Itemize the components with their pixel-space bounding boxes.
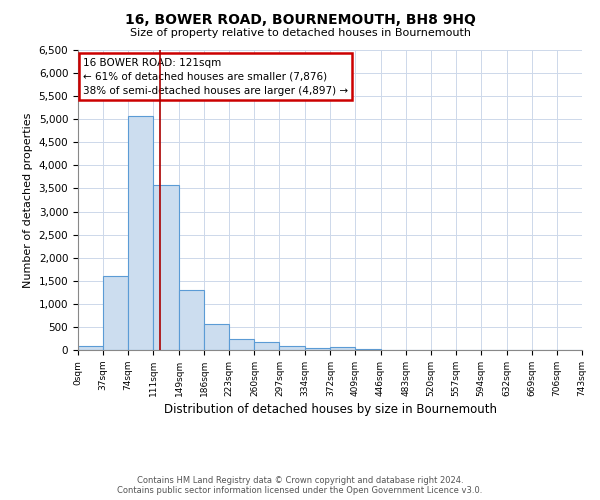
Bar: [331, 347, 355, 350]
Bar: [153, 185, 179, 350]
Text: 16, BOWER ROAD, BOURNEMOUTH, BH8 9HQ: 16, BOWER ROAD, BOURNEMOUTH, BH8 9HQ: [125, 12, 475, 26]
Bar: [78, 346, 103, 350]
Bar: [179, 290, 204, 350]
Bar: [128, 116, 153, 350]
Y-axis label: Number of detached properties: Number of detached properties: [23, 112, 33, 288]
Bar: [103, 276, 128, 350]
Bar: [254, 342, 280, 350]
Bar: [204, 324, 229, 350]
Text: 16 BOWER ROAD: 121sqm
← 61% of detached houses are smaller (7,876)
38% of semi-d: 16 BOWER ROAD: 121sqm ← 61% of detached …: [83, 58, 348, 96]
Bar: [355, 349, 380, 350]
Text: Contains HM Land Registry data © Crown copyright and database right 2024.
Contai: Contains HM Land Registry data © Crown c…: [118, 476, 482, 495]
Bar: [305, 348, 331, 350]
Bar: [280, 346, 305, 350]
Bar: [229, 340, 254, 350]
Text: Size of property relative to detached houses in Bournemouth: Size of property relative to detached ho…: [130, 28, 470, 38]
X-axis label: Distribution of detached houses by size in Bournemouth: Distribution of detached houses by size …: [163, 403, 497, 416]
